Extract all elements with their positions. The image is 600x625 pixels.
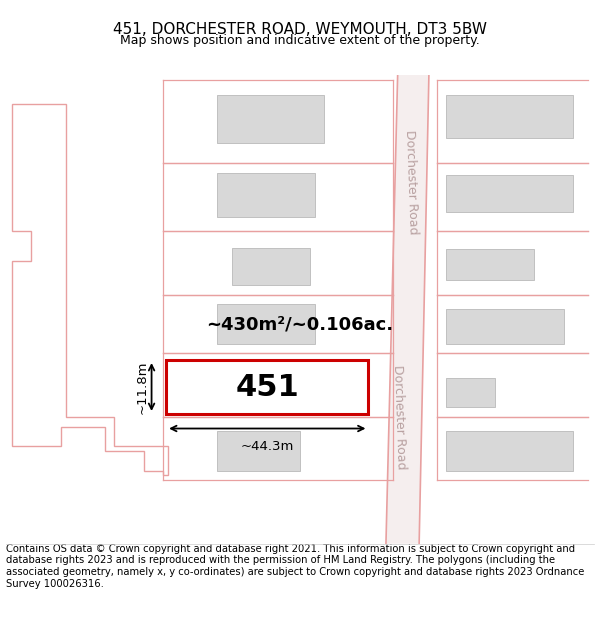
Text: Map shows position and indicative extent of the property.: Map shows position and indicative extent… [120,34,480,48]
Bar [446,309,563,344]
Bar [446,431,574,471]
Bar [217,94,325,143]
Polygon shape [386,75,429,544]
Bar [446,94,574,139]
Text: ~430m²/~0.106ac.: ~430m²/~0.106ac. [206,315,394,333]
Bar [446,378,496,407]
Text: Dorchester Road: Dorchester Road [403,130,419,235]
Text: 451, DORCHESTER ROAD, WEYMOUTH, DT3 5BW: 451, DORCHESTER ROAD, WEYMOUTH, DT3 5BW [113,22,487,37]
Bar [446,249,535,280]
Text: 451: 451 [235,372,299,401]
Text: Dorchester Road: Dorchester Road [391,364,408,469]
Text: ~11.8m: ~11.8m [136,360,149,414]
Bar [232,248,310,285]
Bar [166,360,368,414]
Text: ~44.3m: ~44.3m [241,440,294,453]
Bar [446,174,574,212]
Text: Contains OS data © Crown copyright and database right 2021. This information is : Contains OS data © Crown copyright and d… [6,544,584,589]
Bar [217,304,314,344]
Bar [217,173,314,217]
Bar [217,431,300,471]
